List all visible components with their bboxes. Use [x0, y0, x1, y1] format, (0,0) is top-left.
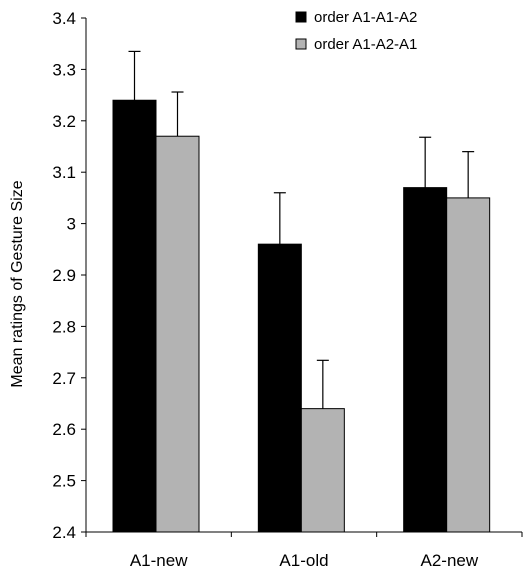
y-axis-ticks: 2.4 2.5 2.6 2.7 2.8 2.9 3 3.1 3.2 3.3 3.4: [52, 9, 86, 542]
y-tick-label: 3.1: [52, 163, 76, 182]
bar-series-1: [403, 187, 448, 533]
x-category-label: A1-new: [130, 551, 188, 570]
y-axis-title: Mean ratings of Gesture Size: [9, 180, 26, 387]
y-tick-label: 3.2: [52, 112, 76, 131]
bar-series-2: [446, 197, 491, 533]
y-tick-label: 2.9: [52, 266, 76, 285]
y-tick-label: 2.7: [52, 369, 76, 388]
x-category-label: A1-old: [279, 551, 328, 570]
legend-swatch: [295, 11, 307, 23]
x-category-label: A2-new: [421, 551, 479, 570]
y-tick-label: 3.4: [52, 9, 76, 28]
y-tick-label: 2.6: [52, 420, 76, 439]
bar-series-2: [300, 408, 345, 533]
bars: [112, 99, 491, 533]
bar-series-1: [257, 243, 302, 533]
y-tick-label: 2.5: [52, 472, 76, 491]
y-tick-label: 2.8: [52, 317, 76, 336]
x-axis-categories: A1-new A1-old A2-new: [85, 532, 523, 570]
legend: order A1-A1-A2 order A1-A2-A1: [295, 9, 417, 53]
y-tick-label: 3: [67, 215, 76, 234]
error-bars: [128, 50, 475, 409]
y-tick-label: 3.3: [52, 60, 76, 79]
legend-label: order A1-A1-A2: [314, 9, 417, 26]
legend-label: order A1-A2-A1: [314, 36, 417, 53]
legend-swatch: [295, 38, 307, 50]
bar-series-1: [112, 99, 157, 533]
y-tick-label: 2.4: [52, 523, 76, 542]
bar-series-2: [155, 135, 200, 533]
